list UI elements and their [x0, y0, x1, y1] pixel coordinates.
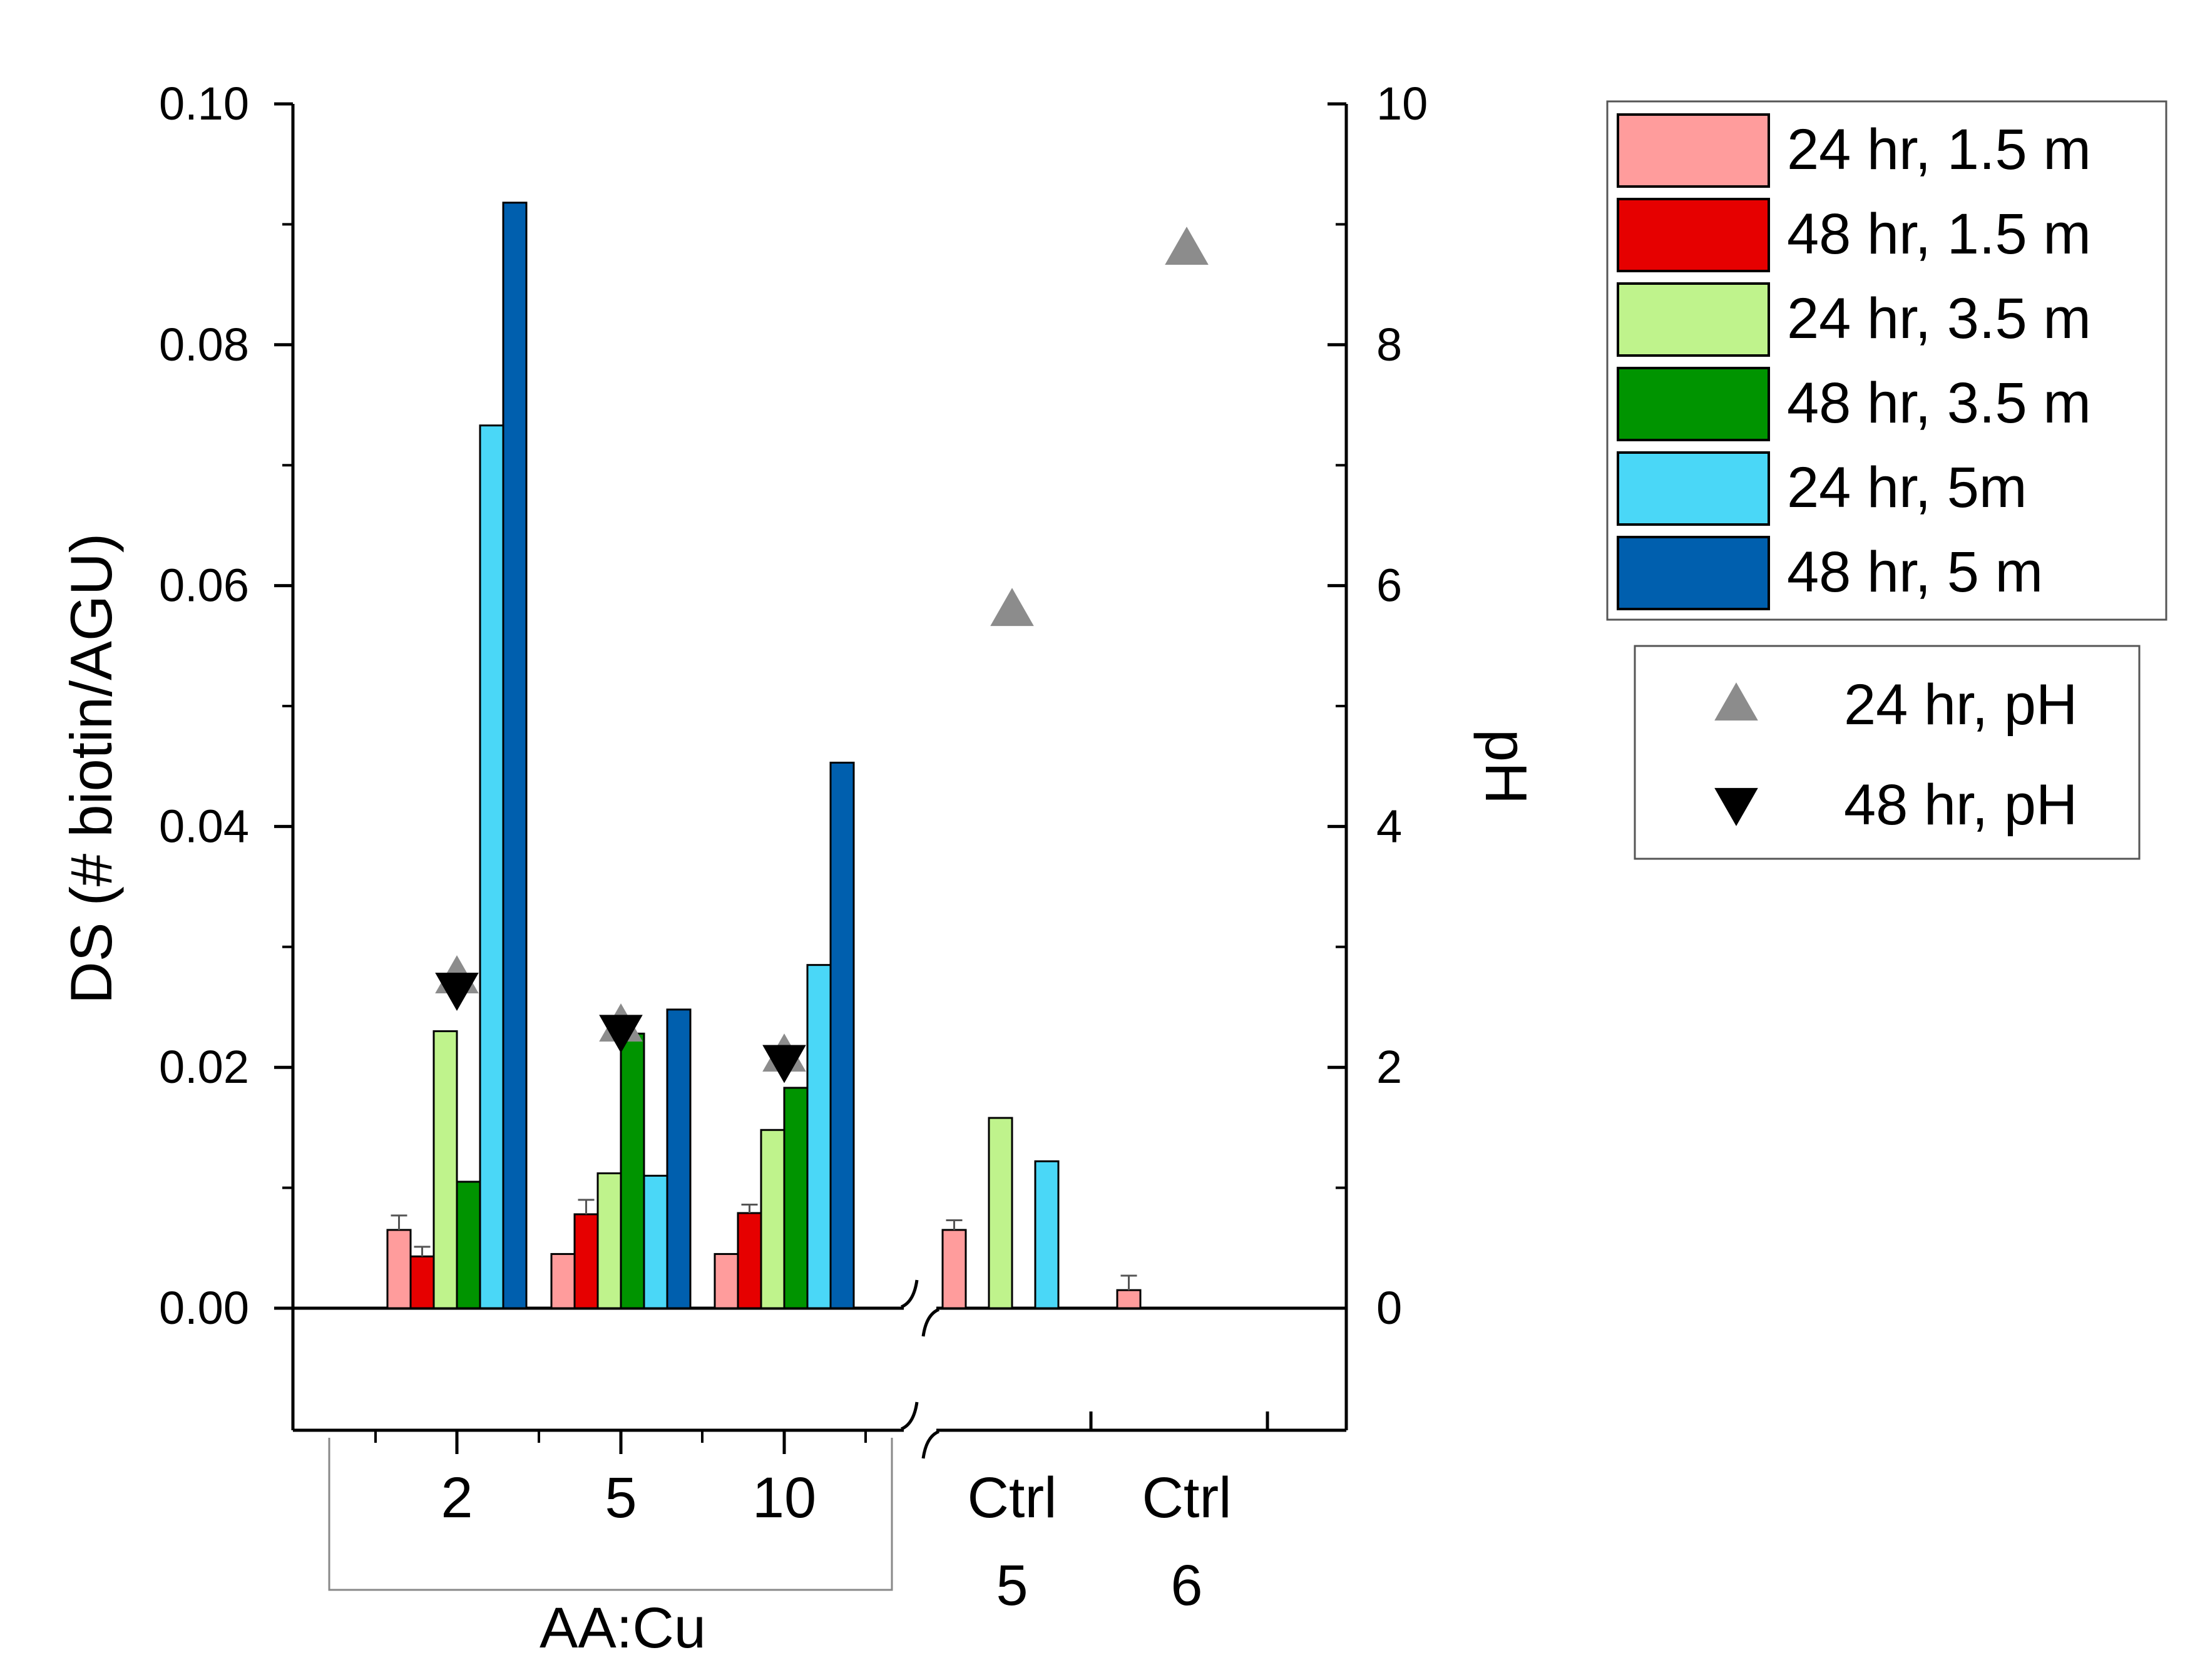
y-right-tick-label: 6 [1376, 560, 1402, 612]
bar [1034, 1160, 1060, 1309]
legend-label: 48 hr, 1.5 m [1787, 202, 2091, 266]
y-tick-label: 0.02 [159, 1041, 249, 1093]
legend-label: 48 hr, 3.5 m [1787, 371, 2091, 435]
legend-label: 48 hr, pH [1844, 773, 2077, 837]
bar [596, 1172, 622, 1309]
bar [456, 1181, 481, 1309]
x-tick-label: 5 [996, 1554, 1028, 1617]
bar [783, 1087, 809, 1309]
legend-swatch [1617, 367, 1770, 441]
y-right-tick-label: 8 [1376, 319, 1402, 371]
x-tick-label: 10 [752, 1466, 816, 1530]
bar [941, 1229, 967, 1309]
legend-box-ph [1634, 645, 2141, 860]
bar [386, 1229, 412, 1309]
bar [409, 1255, 435, 1309]
y-tick-label: 0.10 [159, 78, 249, 130]
x-tick-label: 6 [1170, 1554, 1202, 1617]
bar [432, 1030, 458, 1309]
legend: 24 hr, 1.5 m 48 hr, 1.5 m 24 hr, 3.5 m 48 h… [1606, 100, 2167, 860]
bar [1116, 1289, 1142, 1309]
axis-break-mark [900, 1279, 919, 1309]
ph-marker [1165, 227, 1209, 265]
y-tick-label: 0.04 [159, 800, 249, 852]
legend-swatch [1617, 451, 1770, 526]
axes [274, 102, 1348, 1591]
y-right-tick-label: 0 [1376, 1282, 1402, 1334]
bar [479, 424, 504, 1309]
bars [386, 202, 1142, 1309]
legend-label: 24 hr, 1.5 m [1787, 118, 2091, 182]
y-tick-label: 0.06 [159, 560, 249, 612]
axis-break-mark [900, 1401, 919, 1431]
legend-label: 48 hr, 5 m [1787, 540, 2043, 604]
y-tick-label: 0.08 [159, 319, 249, 371]
bar [666, 1008, 692, 1309]
bar [737, 1212, 762, 1309]
bar [620, 1032, 645, 1309]
x-tick-label: 5 [605, 1466, 637, 1530]
ph-marker [762, 1045, 806, 1083]
bar [550, 1252, 576, 1309]
y-right-tick-label: 4 [1376, 800, 1402, 852]
y-right-axis-title: pH [1473, 729, 1539, 804]
bar [829, 761, 855, 1309]
bar [714, 1252, 739, 1309]
bar [988, 1117, 1013, 1309]
ph-marker [990, 588, 1034, 627]
legend-label: 24 hr, 5m [1787, 456, 2027, 520]
axis-break-mark [921, 1430, 940, 1459]
bar [806, 964, 832, 1309]
legend-label: 24 hr, pH [1844, 673, 2077, 737]
ph-markers [435, 227, 1209, 1083]
legend-swatch [1617, 282, 1770, 357]
legend-swatch [1617, 536, 1770, 610]
y-tick-label: 0.00 [159, 1282, 249, 1334]
x-tick-label: Ctrl [1142, 1466, 1231, 1530]
legend-swatch [1617, 198, 1770, 272]
bar [573, 1213, 599, 1309]
legend-label: 24 hr, 3.5 m [1787, 287, 2091, 351]
x-tick-label: Ctrl [967, 1466, 1057, 1530]
group-label: AA:Cu [540, 1596, 706, 1660]
bar [502, 202, 528, 1309]
y-right-tick-label: 2 [1376, 1041, 1402, 1093]
ph-marker [599, 1015, 643, 1053]
y-axis-title: DS (# biotin/AGU) [58, 533, 124, 1004]
x-tick-label: 2 [441, 1466, 473, 1530]
axis-break-mark [921, 1308, 940, 1337]
legend-marker [1714, 682, 1758, 721]
group-bracket [328, 1438, 893, 1591]
y-right-tick-label: 10 [1376, 78, 1428, 130]
ph-marker [435, 973, 479, 1011]
bar [643, 1174, 668, 1309]
legend-swatch [1617, 113, 1770, 188]
bar [760, 1129, 785, 1309]
legend-marker [1714, 787, 1758, 826]
labels: 0.00 0.02 0.04 0.06 0.08 0.10 0 2 4 6 8 10 2 5 10 Ctrl 5… [58, 78, 1539, 1660]
